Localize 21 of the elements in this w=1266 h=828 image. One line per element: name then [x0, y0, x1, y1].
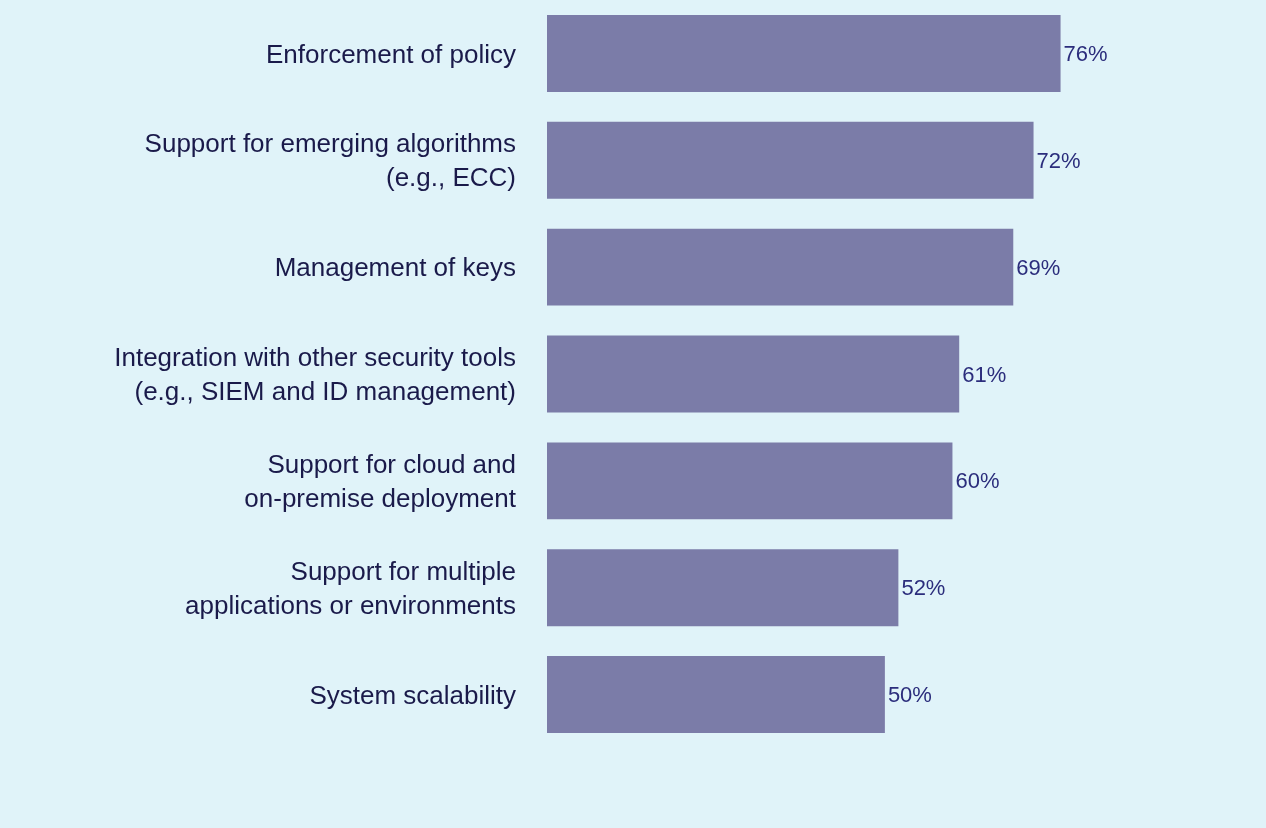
data-label: 52% — [901, 575, 946, 601]
y-tick-label: Management of keys — [274, 252, 516, 283]
bar — [547, 121, 1034, 199]
data-label: 61% — [962, 361, 1007, 387]
y-tick-label: Support for cloud and on-premise deployment — [244, 449, 517, 513]
y-tick-label: Support for multiple applications or environments — [185, 555, 516, 620]
data-label: 72% — [1036, 147, 1081, 173]
data-label: 50% — [887, 682, 932, 708]
y-tick-label: System scalability — [309, 679, 516, 710]
data-label: 76% — [1063, 40, 1108, 66]
bar — [547, 656, 885, 734]
y-tick-label: Enforcement of policy — [265, 38, 516, 69]
y-tick-label: Support for emerging algorithms (e.g., ECC) — [144, 128, 516, 193]
y-tick-label: Integration with other security tools (e.g., SIEM and ID management) — [114, 342, 516, 406]
data-label: 69% — [1016, 254, 1061, 280]
bar — [547, 549, 899, 627]
data-label: 60% — [955, 468, 1000, 494]
bar — [547, 335, 960, 413]
bar — [547, 14, 1061, 92]
bar — [547, 442, 953, 520]
bar — [547, 228, 1014, 306]
